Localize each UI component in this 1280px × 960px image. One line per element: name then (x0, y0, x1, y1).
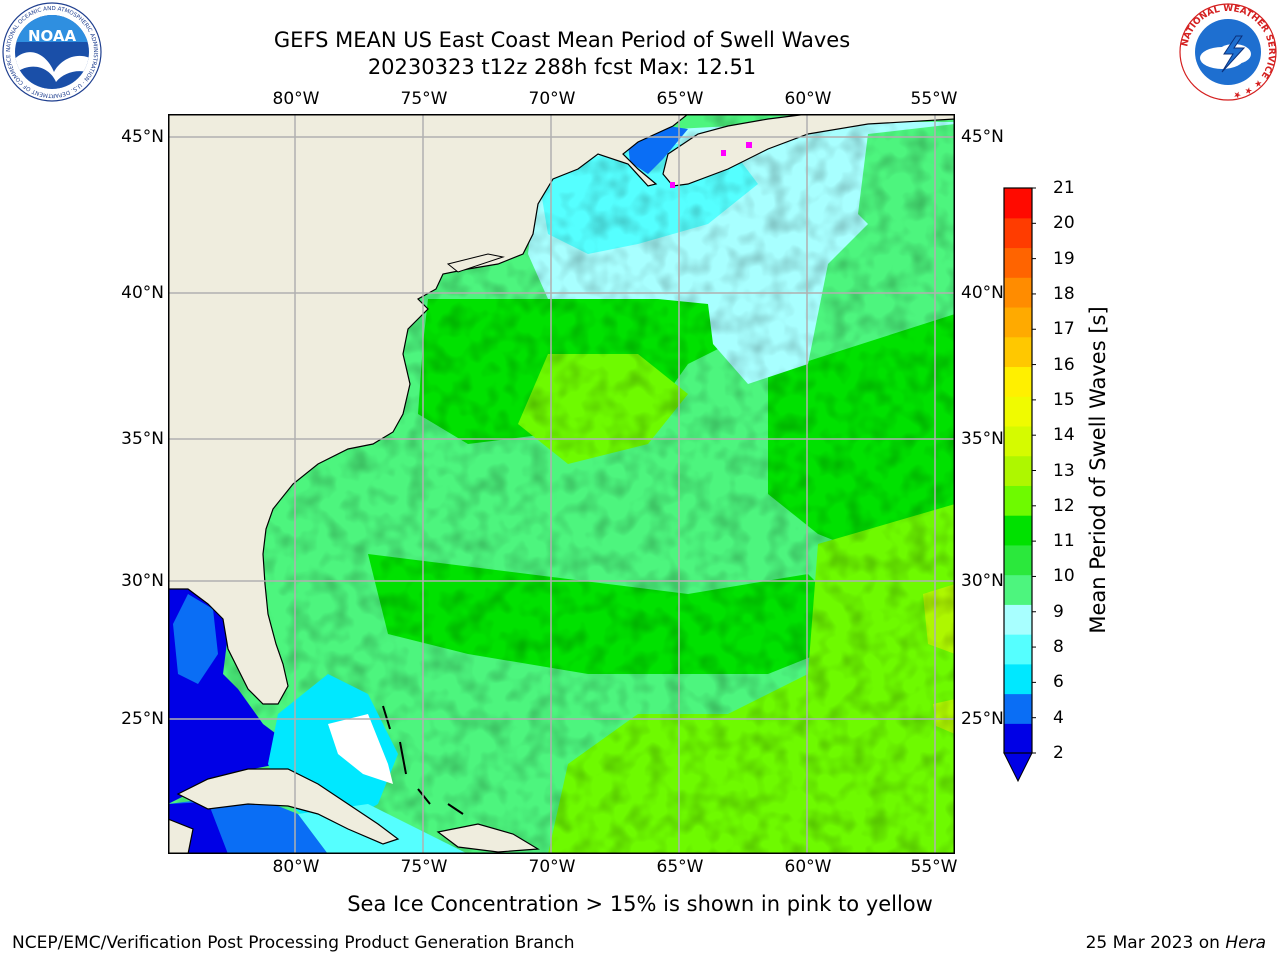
colorbar-segment (1004, 604, 1032, 635)
land-north-america (168, 114, 689, 705)
lat-tick-left: 25°N (121, 709, 164, 729)
footer-organization: NCEP/EMC/Verification Post Processing Pr… (12, 933, 575, 953)
colorbar-segment (1004, 544, 1032, 576)
lon-tick-top: 65°W (656, 89, 704, 109)
colorbar-tick-label: 2 (1053, 743, 1064, 763)
chart-title: GEFS MEAN US East Coast Mean Period of S… (273, 28, 851, 52)
sea-ice-marker (721, 150, 726, 156)
lon-tick-top: 80°W (272, 89, 320, 109)
land-long-island (446, 253, 505, 273)
lat-tick-right: 25°N (961, 709, 1004, 729)
colorbar-segment (1004, 515, 1032, 546)
footer-date-text: 25 Mar 2023 on (1085, 933, 1226, 953)
lat-tick-left: 45°N (121, 127, 164, 147)
colorbar-tick-label: 16 (1053, 354, 1075, 375)
lon-tick-top: 70°W (528, 89, 576, 109)
colorbar-tick-label: 13 (1053, 460, 1075, 481)
colorbar-segment (1004, 485, 1032, 516)
lat-tick-left: 35°N (121, 429, 164, 449)
colorbar-segment (1004, 366, 1032, 397)
colorbar-segment (1004, 217, 1032, 249)
land-cuba (176, 768, 400, 845)
colorbar-label: Mean Period of Swell Waves [s] (1086, 306, 1110, 634)
noaa-logo-text: NOAA (28, 27, 77, 45)
lat-tick-right: 45°N (961, 127, 1004, 147)
colorbar-tick-label: 14 (1053, 425, 1075, 446)
lon-tick-bottom: 80°W (272, 857, 320, 877)
colorbar-tick-label: 10 (1053, 566, 1075, 587)
lon-tick-bottom: 75°W (400, 857, 448, 877)
colorbar-tick-label: 17 (1053, 319, 1075, 340)
colorbar-segment (1004, 634, 1032, 665)
colorbar-tick-label: 9 (1053, 601, 1064, 622)
lat-tick-right: 30°N (961, 571, 1004, 591)
colorbar-segment (1004, 188, 1032, 219)
map-gridlines (168, 114, 955, 854)
footer-date: 25 Mar 2023 on Hera (1086, 933, 1266, 953)
lon-tick-bottom: 55°W (910, 857, 958, 877)
colorbar-tick-label: 4 (1053, 707, 1064, 728)
colorbar-segment (1004, 663, 1032, 695)
lon-tick-bottom: 65°W (656, 857, 704, 877)
lon-tick-bottom: 70°W (528, 857, 576, 877)
lat-tick-right: 40°N (961, 283, 1004, 303)
colorbar-segment (1004, 574, 1032, 605)
colorbar-tick-label: 21 (1053, 178, 1075, 198)
land-nova-scotia (662, 114, 955, 187)
land-hispaniola (436, 823, 540, 853)
bahamas-islands (382, 705, 464, 815)
sea-ice-note: Sea Ice Concentration > 15% is shown in … (347, 892, 933, 916)
colorbar-extension (1003, 752, 1033, 783)
lon-tick-top: 75°W (400, 89, 448, 109)
colorbar-tick-label: 6 (1053, 672, 1064, 693)
gulf-blue-band (173, 594, 218, 684)
colorbar-segment (1004, 306, 1032, 338)
chart-subtitle: 20230323 t12z 288h fcst Max: 12.51 (367, 55, 757, 79)
colorbar-tick-label: 19 (1053, 248, 1075, 269)
land-yucatan (168, 818, 194, 854)
colorbar (1003, 187, 1036, 783)
map-panel (168, 114, 955, 854)
colorbar-segment (1004, 693, 1032, 724)
bahamas-no-data (328, 714, 393, 784)
lat-tick-left: 40°N (121, 283, 164, 303)
sea-ice-marker (670, 182, 675, 188)
colorbar-segment (1004, 396, 1032, 427)
sea-ice-marker (746, 142, 752, 148)
colorbar-segment (1004, 455, 1032, 486)
colorbar-segment (1004, 277, 1032, 308)
colorbar-tick-label: 15 (1053, 389, 1075, 410)
colorbar-tick-label: 20 (1053, 213, 1075, 234)
colorbar-segment (1004, 425, 1032, 457)
colorbar-segment (1004, 723, 1032, 754)
colorbar-tick-label: 8 (1053, 637, 1064, 658)
colorbar-tick-label: 11 (1053, 531, 1075, 552)
colorbar-tick-label: 12 (1053, 495, 1075, 516)
colorbar-segment (1004, 247, 1032, 278)
noaa-logo: NATIONAL OCEANIC AND ATMOSPHERIC ADMINIS… (2, 2, 102, 102)
map-frame (168, 114, 955, 854)
lat-tick-right: 35°N (961, 429, 1004, 449)
lon-tick-top: 55°W (910, 89, 958, 109)
colorbar-tick-label: 18 (1053, 283, 1075, 304)
footer-host: Hera (1225, 933, 1266, 953)
nws-logo: NATIONAL WEATHER SERVICE ★ ★ ★ (1179, 3, 1277, 101)
lon-tick-bottom: 60°W (784, 857, 832, 877)
lon-tick-top: 60°W (784, 89, 832, 109)
colorbar-segment (1004, 336, 1032, 368)
lat-tick-left: 30°N (121, 571, 164, 591)
